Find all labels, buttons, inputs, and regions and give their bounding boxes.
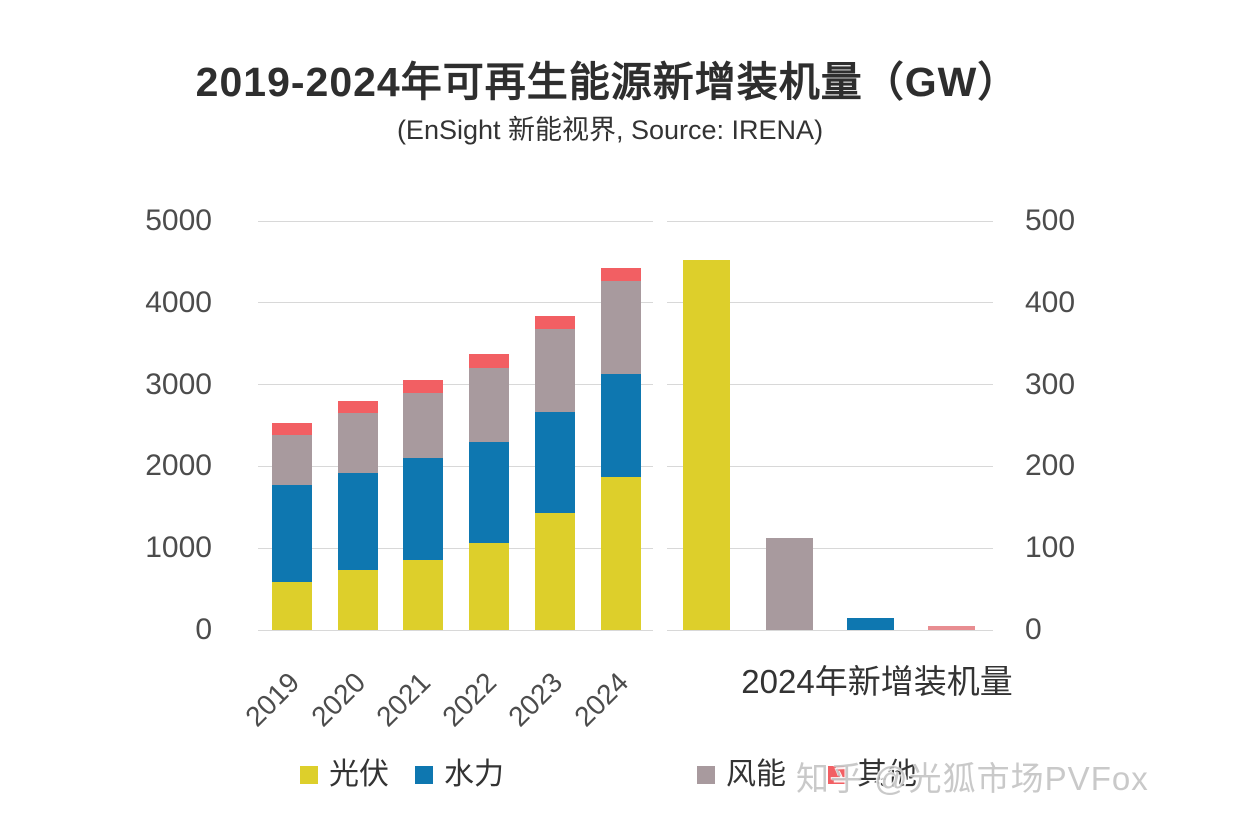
gridline [258, 302, 653, 304]
legend-swatch-hydro [415, 766, 433, 784]
bar-segment-hydro [272, 485, 312, 583]
legend-item-solar: 光伏 [300, 758, 389, 792]
y-tick-label: 3000 [145, 367, 212, 401]
gridline [258, 629, 653, 631]
bar-segment-wind [469, 368, 509, 442]
legend-swatch-wind [697, 766, 715, 784]
y-tick-label: 0 [1025, 613, 1042, 646]
legend-label: 光伏 [329, 758, 389, 791]
year-label: 2024 [568, 666, 635, 733]
year-label: 2023 [502, 666, 569, 733]
bar-segment-solar [469, 543, 509, 630]
left-y-axis: 0 1000 2000 3000 4000 5000 [80, 206, 232, 645]
additions-bar-plot [667, 220, 993, 631]
legend-item-wind: 风能 [697, 758, 786, 792]
legend-item-hydro: 水力 [415, 758, 504, 792]
year-label: 2021 [370, 666, 437, 733]
gridline [258, 547, 653, 549]
gridline [258, 220, 653, 222]
gridline [258, 465, 653, 467]
bar-segment-solar [338, 570, 378, 630]
y-tick-label: 5000 [145, 204, 212, 237]
bar-hydro [847, 617, 894, 630]
stacked-bar-plot [258, 220, 653, 631]
y-tick-label: 2000 [145, 449, 212, 483]
y-tick-label: 500 [1025, 204, 1076, 237]
gridline [667, 629, 993, 631]
legend-swatch-solar [300, 766, 318, 784]
bar-segment-wind [338, 413, 378, 473]
gridline [667, 384, 993, 386]
gridline [667, 465, 993, 467]
legend: 光伏 水力 风能 其他 [0, 758, 1256, 798]
bar-segment-wind [403, 392, 443, 459]
y-tick-label: 200 [1025, 449, 1076, 483]
legend-label: 风能 [726, 758, 786, 791]
bar-segment-wind [535, 329, 575, 412]
year-axis-labels: 2019 2020 2021 2022 2023 2024 [239, 630, 658, 740]
bar-segment-hydro [338, 472, 378, 571]
bar-wind [766, 537, 813, 630]
bar-segment-other [601, 267, 641, 281]
y-tick-label: 300 [1025, 367, 1076, 401]
legend-label: 水力 [444, 758, 504, 791]
gridline [258, 384, 653, 386]
legend-swatch-other [828, 766, 846, 784]
bar-segment-hydro [403, 458, 443, 561]
y-tick-label: 0 [195, 613, 212, 646]
watermark: 知乎 @光狐市场PVFox [796, 760, 1149, 797]
bar-segment-hydro [535, 411, 575, 514]
year-label: 2019 [239, 666, 306, 733]
chart-title: 2019-2024年可再生能源新增装机量（GW） [195, 59, 1020, 105]
legend-label: 其他 [857, 758, 917, 791]
bar-other_light [928, 625, 975, 630]
gridline [667, 302, 993, 304]
year-label: 2022 [436, 666, 503, 733]
bar-segment-other [403, 379, 443, 393]
bar-segment-wind [272, 435, 312, 486]
bar-solar [683, 260, 730, 630]
bar-segment-other [469, 354, 509, 369]
legend-item-other: 其他 [828, 758, 917, 792]
y-tick-label: 100 [1025, 531, 1076, 565]
gridline [667, 220, 993, 222]
right-chart-label: 2024年新增装机量 [741, 663, 1013, 700]
bar-segment-solar [601, 477, 641, 630]
y-tick-label: 4000 [145, 285, 212, 319]
year-label: 2020 [305, 666, 372, 733]
bar-segment-solar [535, 513, 575, 630]
bar-segment-hydro [469, 441, 509, 544]
bar-segment-wind [601, 280, 641, 374]
y-tick-label: 1000 [145, 531, 212, 565]
right-y-axis: 0 100 200 300 400 500 [1025, 206, 1145, 645]
y-tick-label: 400 [1025, 285, 1076, 319]
bar-segment-other [535, 315, 575, 329]
gridline [667, 547, 993, 549]
bar-segment-other [338, 400, 378, 414]
bar-segment-solar [403, 560, 443, 630]
bar-segment-hydro [601, 373, 641, 478]
chart-subtitle: (EnSight 新能视界, Source: IRENA) [396, 115, 824, 145]
bar-segment-solar [272, 582, 312, 630]
bar-segment-other [272, 423, 312, 436]
